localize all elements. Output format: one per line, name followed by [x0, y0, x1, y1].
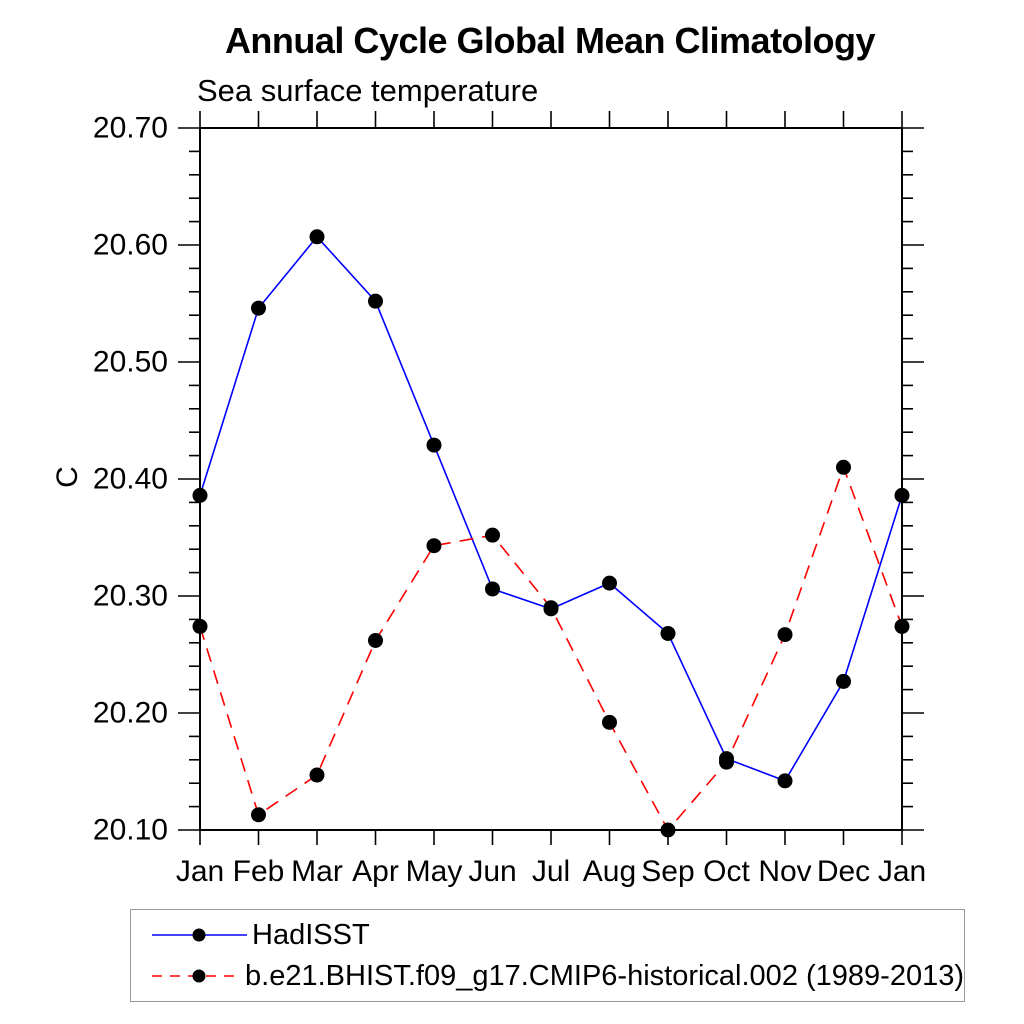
legend-entry-cmip6: b.e21.BHIST.f09_g17.CMIP6-historical.002…	[151, 960, 964, 992]
x-tick-label: Jan	[176, 855, 224, 888]
data-point	[368, 293, 383, 309]
data-point	[836, 673, 851, 689]
x-tick-label: Apr	[352, 855, 399, 888]
chart-subtitle: Sea surface temperature	[197, 73, 539, 108]
y-tick-label: 20.40	[93, 463, 168, 496]
data-point	[251, 300, 266, 316]
legend: HadISST b.e21.BHIST.f09_g17.CMIP6-histor…	[130, 909, 965, 1002]
series-hadisst	[192, 229, 910, 789]
x-tick-label: Mar	[291, 855, 343, 888]
y-tick-label: 20.70	[93, 112, 168, 145]
chart-title: Annual Cycle Global Mean Climatology	[224, 20, 876, 61]
y-tick-label: 20.10	[93, 814, 168, 847]
y-tick-label: 20.30	[93, 580, 168, 613]
data-point	[426, 538, 442, 554]
series-line	[199, 235, 903, 782]
y-tick-label: 20.20	[93, 697, 168, 730]
data-point	[660, 822, 676, 838]
data-point	[543, 600, 559, 616]
data-point	[894, 618, 910, 634]
legend-line-sample-dashed	[152, 969, 242, 983]
data-point	[192, 487, 208, 503]
legend-label-cmip6: b.e21.BHIST.f09_g17.CMIP6-historical.002…	[245, 959, 964, 992]
data-point	[192, 618, 208, 634]
data-point	[309, 767, 325, 783]
data-point	[309, 229, 325, 245]
x-tick-label: Aug	[583, 855, 636, 888]
plot-frame	[199, 127, 903, 831]
data-point	[660, 625, 676, 641]
x-axis-labels: Jan Feb Mar Apr May Jun Jul Aug Sep Oct Nov Dec Jan	[176, 855, 926, 888]
x-tick-label: May	[406, 855, 463, 888]
data-point	[719, 754, 734, 770]
legend-entry-hadisst: HadISST	[151, 919, 964, 951]
data-point	[368, 632, 383, 648]
x-tick-label: Sep	[641, 855, 694, 888]
data-point	[836, 459, 851, 475]
y-axis-labels: 20.10 20.20 20.30 20.40 20.50 20.60 20.70	[93, 112, 168, 847]
data-point	[602, 714, 617, 730]
legend-label-hadisst: HadISST	[252, 918, 370, 951]
x-tick-label: Jan	[878, 855, 926, 888]
x-tick-label: Oct	[703, 855, 750, 888]
data-point	[426, 437, 442, 453]
x-tick-label: Jul	[532, 855, 570, 888]
data-point	[485, 527, 500, 543]
legend-line-sample-solid	[152, 928, 247, 942]
x-tick-label: Feb	[233, 855, 285, 888]
series-cmip6	[192, 459, 910, 838]
x-tick-label: Dec	[817, 855, 870, 888]
data-point	[894, 487, 910, 503]
data-point	[777, 773, 793, 789]
data-point	[777, 627, 793, 643]
data-point	[602, 575, 617, 591]
data-point	[485, 581, 500, 597]
x-tick-label: Nov	[758, 855, 811, 888]
y-tick-label: 20.60	[93, 229, 168, 262]
x-tick-label: Jun	[468, 855, 516, 888]
y-tick-label: 20.50	[93, 346, 168, 379]
series-line	[199, 464, 903, 832]
data-point	[251, 807, 266, 823]
